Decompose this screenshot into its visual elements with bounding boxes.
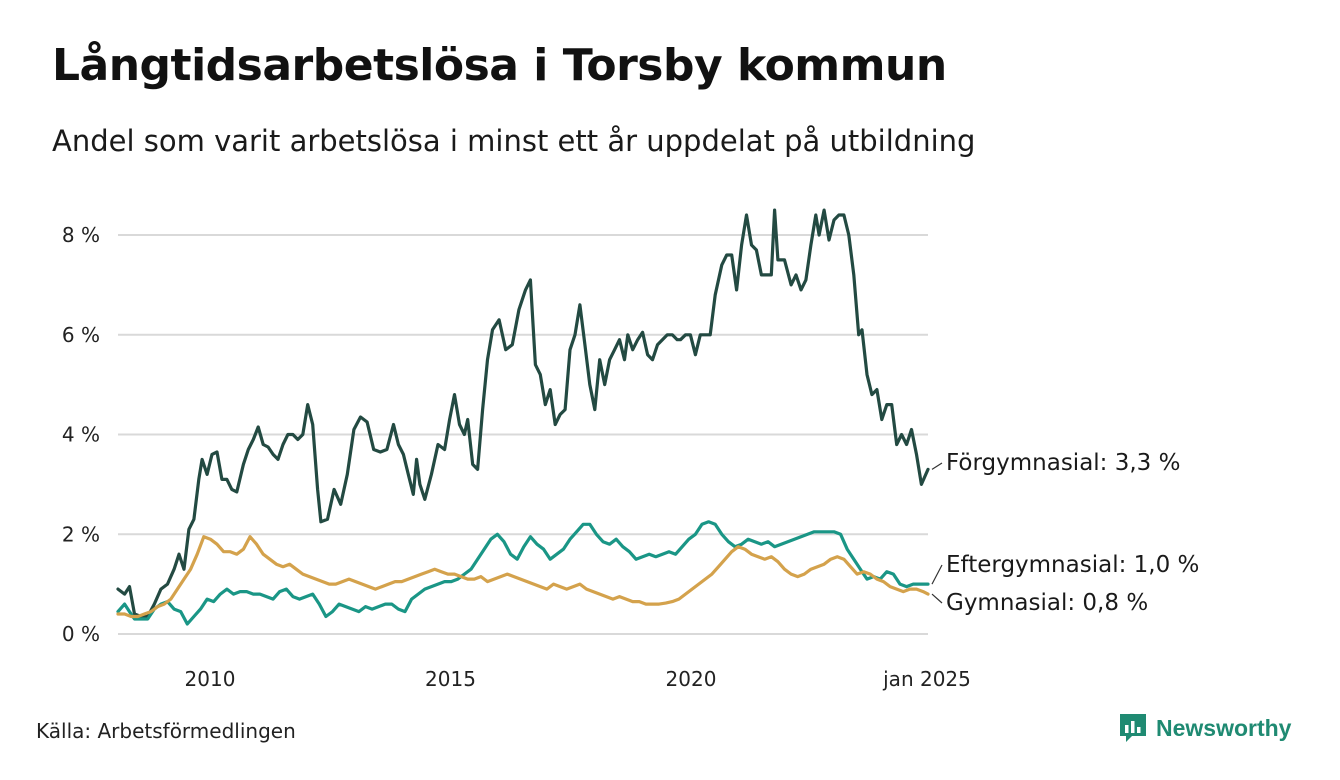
source-note: Källa: Arbetsförmedlingen: [36, 719, 296, 743]
page-subtitle: Andel som varit arbetslösa i minst ett å…: [52, 124, 976, 158]
newsworthy-logo-icon: [1120, 714, 1146, 742]
x-tick-label: 2020: [666, 667, 717, 691]
label-leader-line: [931, 462, 943, 470]
series-line-eftergymnasial: [116, 520, 930, 626]
label-leader-line: [931, 593, 943, 604]
series-label-förgymnasial: Förgymnasial: 3,3 %: [946, 450, 1180, 476]
x-tick-label: jan 2025: [882, 667, 971, 691]
label-leader-line: [931, 564, 943, 585]
page-title: Långtidsarbetslösa i Torsby kommun: [52, 40, 947, 91]
y-tick-label: 4 %: [62, 423, 100, 447]
y-tick-label: 6 %: [62, 323, 100, 347]
brand-name: Newsworthy: [1156, 714, 1292, 741]
x-tick-label: 2015: [425, 667, 476, 691]
y-tick-label: 2 %: [62, 522, 100, 546]
series-label-eftergymnasial: Eftergymnasial: 1,0 %: [946, 552, 1199, 578]
x-tick-label: 2010: [185, 667, 236, 691]
y-tick-label: 0 %: [62, 622, 100, 646]
brand-logo: Newsworthy: [1118, 712, 1291, 744]
series-line-gymnasial: [116, 535, 930, 619]
y-tick-label: 8 %: [62, 223, 100, 247]
series-line-förgymnasial: [116, 208, 930, 619]
series-label-gymnasial: Gymnasial: 0,8 %: [946, 590, 1148, 616]
